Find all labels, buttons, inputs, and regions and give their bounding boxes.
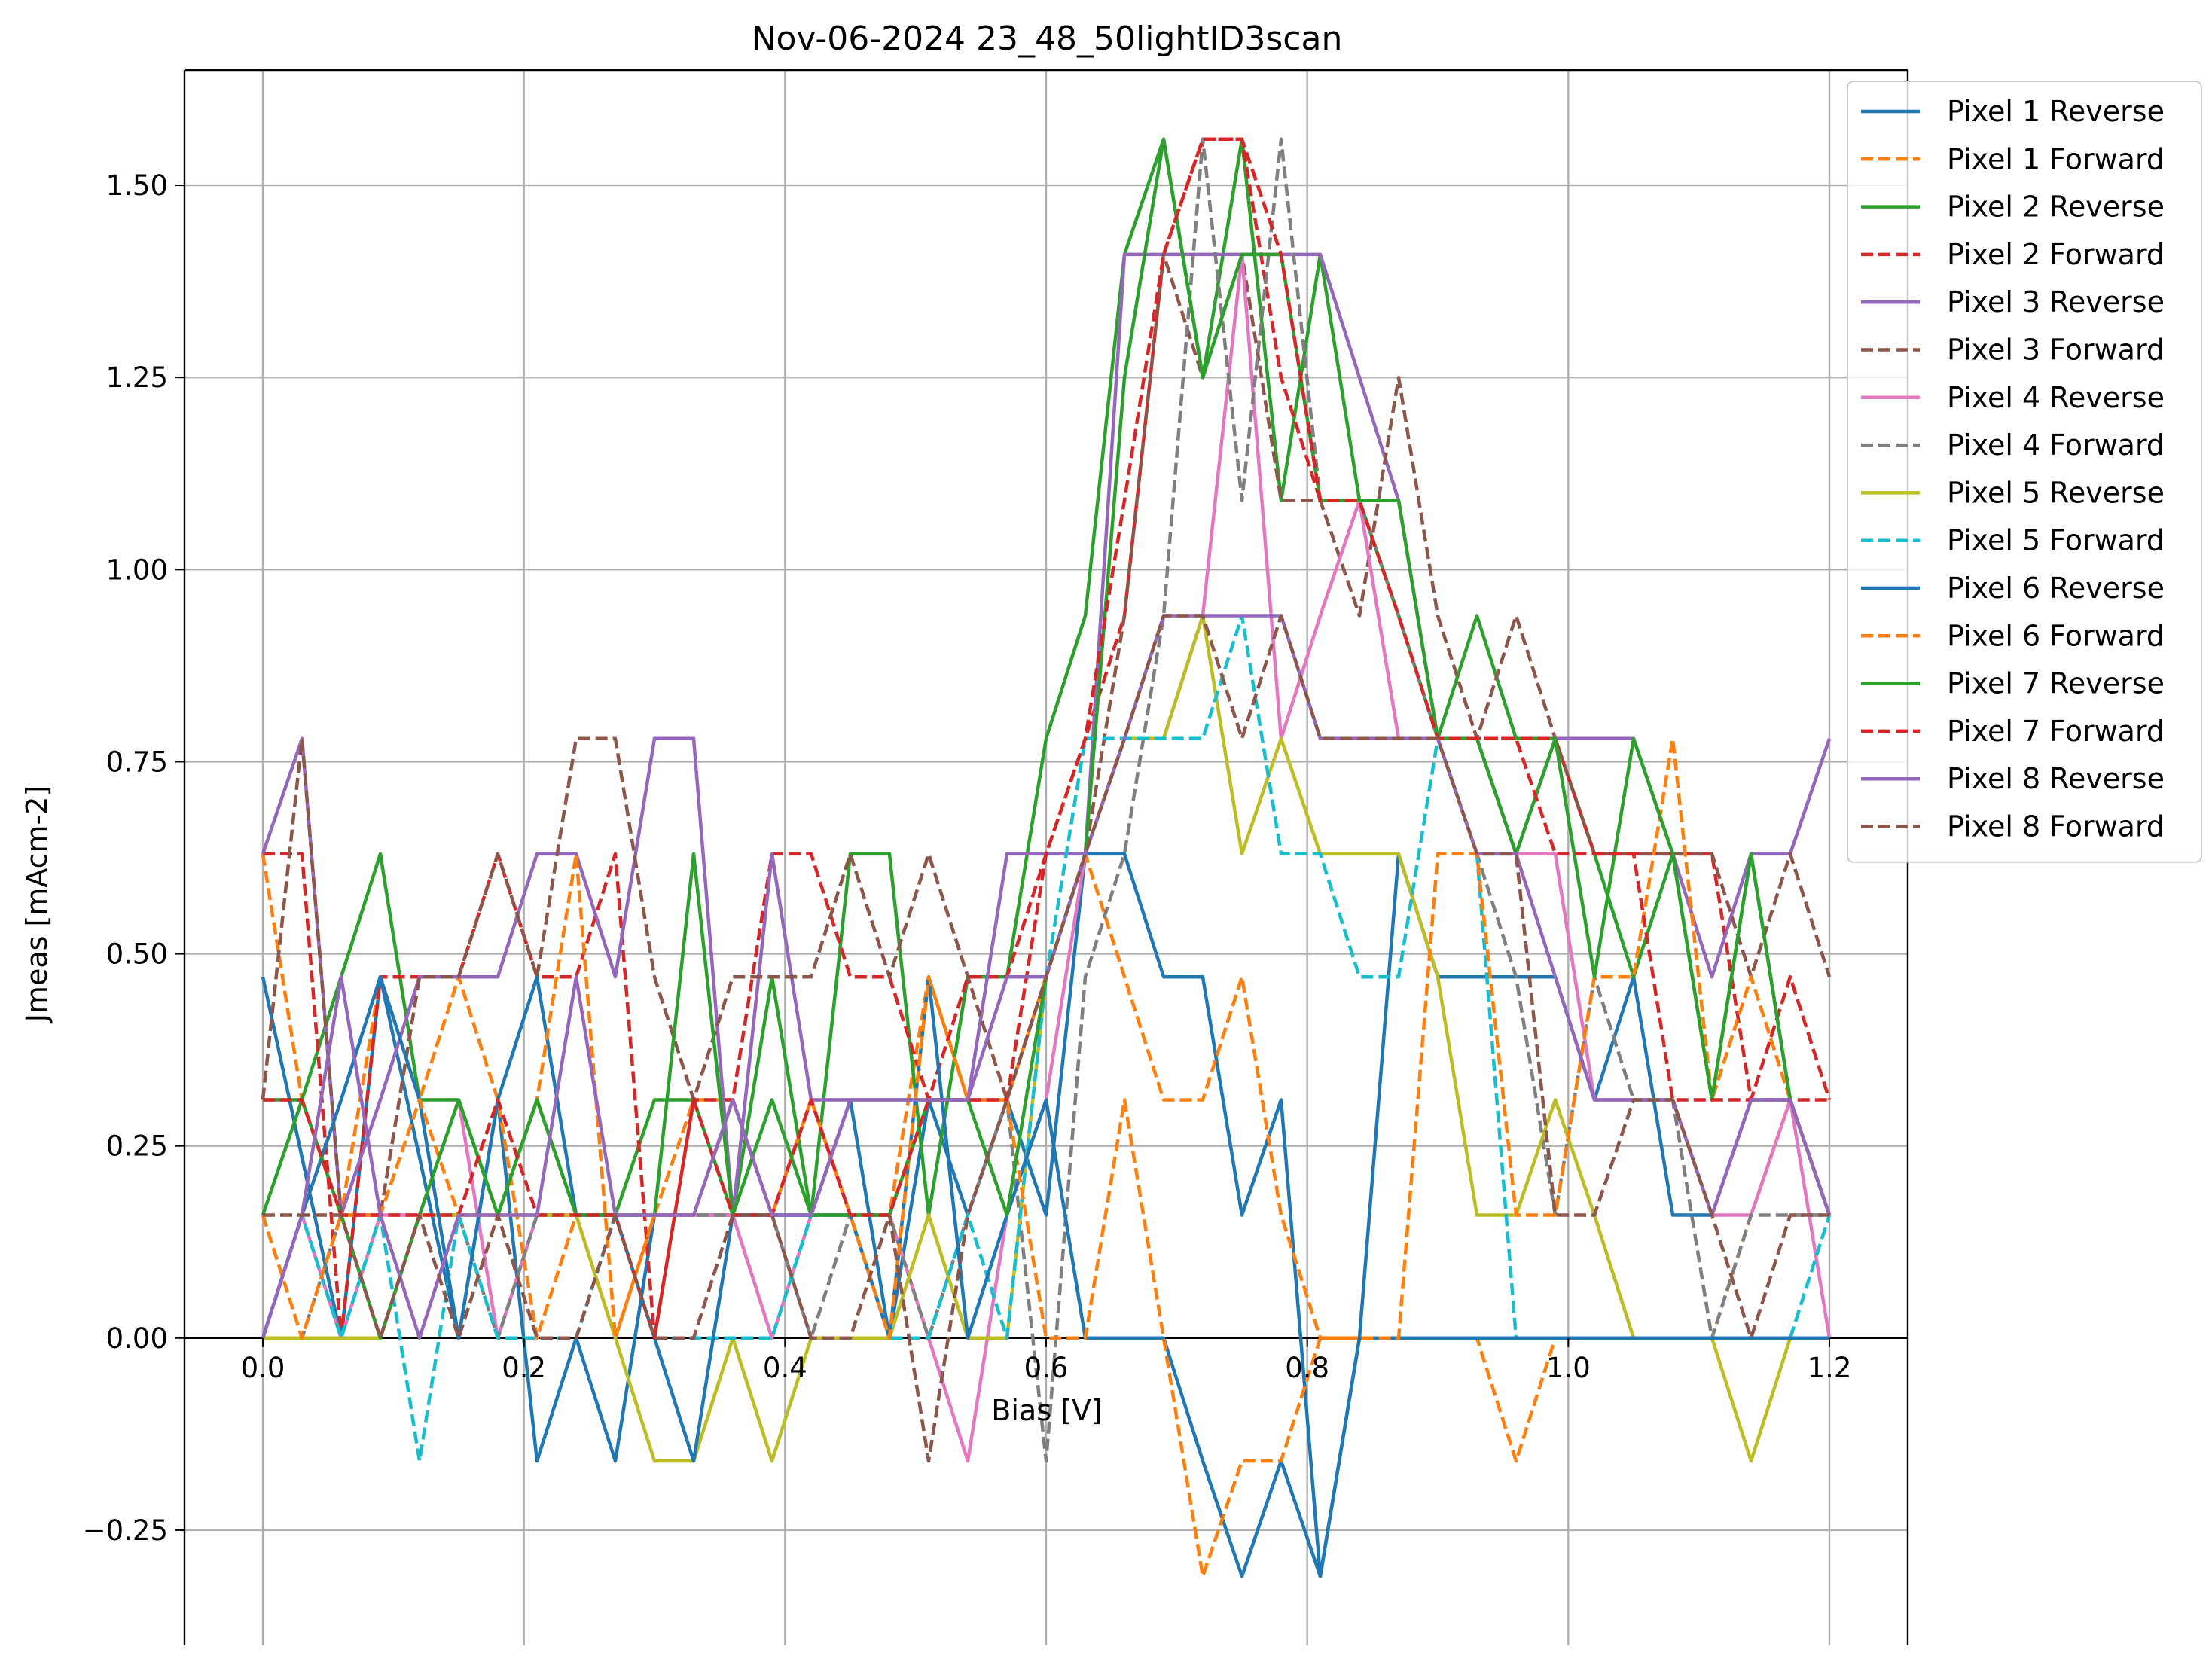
- y-tick-label: 1.00: [106, 554, 168, 586]
- chart-title: Nov-06-2024 23_48_50lightID3scan: [752, 20, 1343, 58]
- legend-box: [1847, 81, 2202, 863]
- legend-label-2: Pixel 1 Forward: [1947, 142, 2165, 175]
- legend-label-13: Pixel 7 Reverse: [1947, 667, 2165, 700]
- legend-label-9: Pixel 5 Reverse: [1947, 476, 2165, 509]
- legend-label-6: Pixel 3 Forward: [1947, 334, 2165, 367]
- legend-label-16: Pixel 8 Forward: [1947, 810, 2165, 843]
- series-line-16: [263, 614, 1829, 1463]
- y-tick-label: 1.50: [106, 169, 168, 202]
- x-axis-label: Bias [V]: [991, 1394, 1102, 1427]
- legend-label-11: Pixel 6 Reverse: [1947, 572, 2165, 605]
- legend-label-7: Pixel 4 Reverse: [1947, 381, 2165, 414]
- y-tick-label: 1.25: [106, 361, 168, 394]
- x-tick-label: 0.2: [502, 1352, 546, 1384]
- legend-label-10: Pixel 5 Forward: [1947, 524, 2165, 557]
- y-tick-label: −0.25: [83, 1514, 168, 1547]
- legend-label-14: Pixel 7 Forward: [1947, 715, 2165, 748]
- x-tick-label: 0.0: [241, 1352, 285, 1384]
- tick-labels: 0.0 0.2 0.4 0.6 0.8 1.0 1.2 −0.25 0.00 0.25 0.50 0.…: [83, 169, 1852, 1547]
- y-tick-label: 0.00: [106, 1322, 168, 1355]
- legend-label-1: Pixel 1 Reverse: [1947, 95, 2165, 128]
- data-series: [261, 137, 1832, 1578]
- legend: Pixel 1 Reverse Pixel 1 Forward Pixel 2 Re…: [1847, 81, 2202, 863]
- legend-label-4: Pixel 2 Forward: [1947, 238, 2165, 271]
- series-line-11: [261, 974, 1829, 1578]
- x-tick-label: 1.0: [1546, 1352, 1591, 1384]
- legend-label-3: Pixel 2 Reverse: [1947, 191, 2165, 224]
- x-tick-label: 0.6: [1024, 1352, 1069, 1384]
- series-line-14: [263, 137, 1829, 1340]
- legend-label-8: Pixel 4 Forward: [1947, 428, 2165, 462]
- x-tick-label: 0.8: [1285, 1352, 1329, 1384]
- legend-label-5: Pixel 3 Reverse: [1947, 285, 2165, 319]
- legend-label-15: Pixel 8 Reverse: [1947, 762, 2165, 795]
- x-tick-label: 0.4: [763, 1352, 807, 1384]
- x-tick-label: 1.2: [1808, 1352, 1852, 1384]
- y-tick-label: 0.25: [106, 1130, 168, 1163]
- y-tick-label: 0.75: [106, 746, 168, 778]
- y-tick-label: 0.50: [106, 938, 168, 971]
- legend-label-12: Pixel 6 Forward: [1947, 619, 2165, 652]
- y-axis-label: Jmeas [mAcm-2]: [20, 785, 53, 1024]
